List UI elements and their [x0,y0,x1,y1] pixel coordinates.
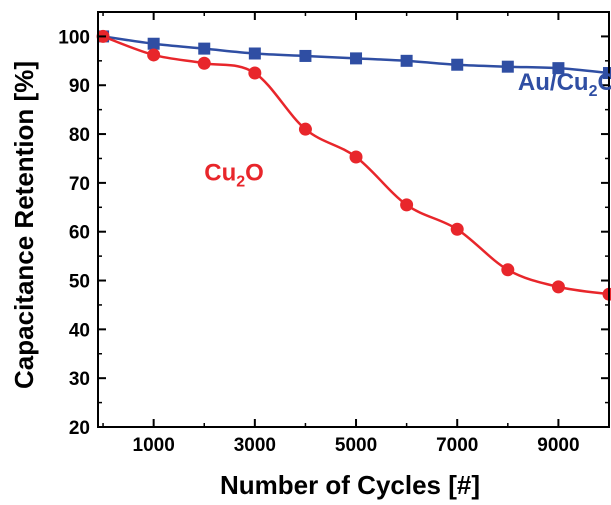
y-tick-label: 50 [69,272,90,293]
x-tick-label: 9000 [537,435,579,456]
x-axis-label: Number of Cycles [#] [220,470,480,500]
y-tick-label: 70 [69,174,90,195]
data-point-cu2o [248,67,261,80]
y-tick-label: 100 [58,27,90,48]
data-point-au-cu2o [451,59,463,71]
y-tick-label: 80 [69,125,90,146]
data-point-cu2o [147,48,160,61]
series-label-cu2o: Cu2O [204,159,264,190]
data-point-au-cu2o [198,43,210,55]
data-point-au-cu2o [350,52,362,64]
data-point-au-cu2o [401,55,413,67]
y-tick-label: 20 [69,418,90,439]
data-point-cu2o [198,57,211,70]
x-tick-label: 5000 [335,435,377,456]
data-point-cu2o [552,280,565,293]
y-tick-label: 90 [69,76,90,97]
x-tick-label: 7000 [436,435,478,456]
data-point-au-cu2o [249,48,261,60]
x-tick-label: 3000 [234,435,276,456]
series-labels: Au/Cu2O Cu2O [204,69,611,190]
data-point-au-cu2o [148,38,160,50]
data-point-cu2o [501,263,514,276]
tick-labels: 20 30 40 50 60 70 80 90 100 1000 3000 5000 7000 9000 [58,27,579,456]
y-tick-label: 30 [69,369,90,390]
data-point-cu2o [299,123,312,136]
y-tick-label: 60 [69,223,90,244]
data-point-au-cu2o [299,50,311,62]
y-axis-label: Capacitance Retention [%] [9,61,39,389]
data-point-cu2o [400,198,413,211]
data-point-cu2o [451,223,464,236]
y-tick-label: 40 [69,320,90,341]
x-tick-label: 1000 [133,435,175,456]
data-point-au-cu2o [502,61,514,73]
series-label-au-cu2o: Au/Cu2O [518,69,611,100]
data-point-cu2o [350,151,363,164]
